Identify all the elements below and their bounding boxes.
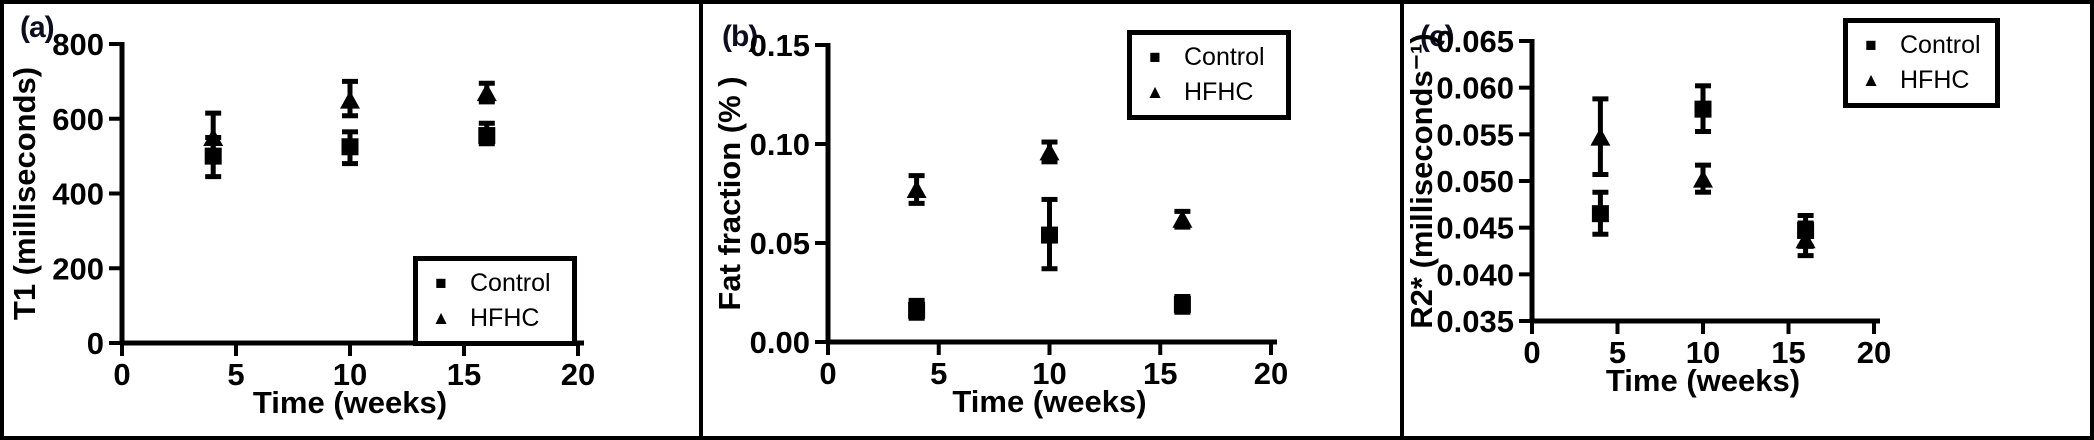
legend-label-hfhc: HFHC: [1184, 78, 1254, 106]
y-tick-label: 0.05: [750, 226, 810, 261]
marker-triangle: [1693, 169, 1713, 188]
marker-triangle: [476, 83, 497, 102]
legend-label-hfhc: HFHC: [1900, 66, 1970, 94]
y-tick-label: 600: [52, 102, 104, 137]
x-tick-label: 15: [447, 357, 481, 392]
tick-labels: 0.00 0.05 0.10 0.15 0 5 10 15 20: [750, 28, 1289, 391]
y-tick-label: 0: [87, 326, 104, 361]
y-tick-label: 0.10: [750, 127, 810, 162]
triangle-marker-icon: ▲: [1145, 82, 1165, 103]
panel-separator: [699, 4, 703, 436]
x-tick-label: 15: [1143, 356, 1177, 391]
y-tick-label: 200: [52, 251, 104, 286]
x-tick-label: 5: [930, 356, 947, 391]
y-axis-title: R2* (milliseconds⁻¹): [1404, 33, 1439, 328]
legend-label-control: Control: [470, 269, 551, 297]
series-control: [908, 196, 1191, 321]
legend-c: ■ Control ▲ HFHC: [1843, 18, 2000, 108]
x-tick-label: 0: [1523, 335, 1540, 370]
legend-label-hfhc: HFHC: [470, 304, 540, 332]
y-tick-label: 0.050: [1436, 164, 1514, 199]
y-tick-label: 0.15: [750, 28, 810, 63]
marker-triangle: [203, 127, 224, 146]
y-axis-title: Fat fraction (% ): [712, 76, 747, 310]
chart-c-scatter: 0.035 0.040 0.045 0.050 0.055 0.060 0.065 0 5 10 1…: [1404, 24, 1891, 398]
x-tick-label: 5: [1609, 335, 1626, 370]
x-axis-title: Time (weeks): [1606, 363, 1800, 398]
x-tick-label: 20: [561, 357, 595, 392]
legend-row-hfhc: ▲ HFHC: [430, 303, 558, 334]
marker-square: [341, 138, 359, 156]
marker-square: [1041, 226, 1058, 244]
marker-triangle: [1172, 209, 1193, 228]
series-hfhc: [906, 139, 1193, 230]
legend-row-hfhc: ▲ HFHC: [1144, 77, 1272, 108]
legend-row-control: ■ Control: [1144, 42, 1272, 73]
y-tick-label: 0.035: [1436, 304, 1514, 339]
legend-label-control: Control: [1184, 43, 1265, 71]
x-axis-title: Time (weeks): [253, 385, 447, 420]
marker-square: [1694, 100, 1712, 118]
x-tick-label: 0: [113, 357, 130, 392]
y-tick-label: 0.060: [1436, 71, 1514, 106]
series-hfhc: [1590, 96, 1816, 259]
ticks: [109, 42, 580, 356]
tick-labels: 0.035 0.040 0.045 0.050 0.055 0.060 0.065 0 5 10 1…: [1436, 24, 1891, 370]
marker-square: [478, 127, 496, 145]
ticks: [1519, 39, 1876, 334]
square-marker-icon: ■: [435, 273, 447, 294]
x-tick-label: 10: [1032, 356, 1066, 391]
ticks: [815, 43, 1273, 355]
tick-labels: 0 200 400 600 800 0 5 10 15 20: [52, 27, 595, 392]
chart-a-scatter: 0 200 400 600 800 0 5 10 15 20 Time (weeks) T1 (mil…: [7, 27, 595, 420]
triangle-marker-icon: ▲: [431, 308, 451, 329]
x-tick-label: 10: [333, 357, 367, 392]
marker-triangle: [1039, 142, 1060, 161]
legend-a: ■ Control ▲ HFHC: [413, 256, 577, 346]
chart-b-scatter: 0.00 0.05 0.10 0.15 0 5 10 15 20 Time (weeks) Fat …: [712, 28, 1289, 419]
series-hfhc: [203, 78, 497, 157]
panel-a: (a) 0 200 400 600 800 0 5 10 15 20 Time (weeks) T1 …: [4, 4, 699, 436]
panel-c: (c) 0.035 0.040 0.045 0.050 0.055 0.060 0.065 0…: [1404, 4, 2090, 436]
y-tick-label: 400: [52, 177, 104, 212]
x-tick-label: 20: [1857, 335, 1891, 370]
panel-a-label: (a): [20, 11, 55, 44]
marker-triangle: [1590, 127, 1611, 146]
y-tick-label: 800: [52, 27, 104, 62]
legend-label-control: Control: [1900, 31, 1981, 59]
marker-square: [908, 301, 926, 319]
marker-triangle: [340, 90, 360, 109]
series-control: [204, 120, 496, 180]
x-axis-title: Time (weeks): [952, 384, 1146, 419]
marker-square: [1173, 295, 1191, 313]
legend-row-hfhc: ▲ HFHC: [1860, 65, 1981, 96]
panel-b: (b) 0.00 0.05 0.10 0.15 0 5 10 15 20 Time (weeks)…: [703, 4, 1400, 436]
x-tick-label: 15: [1771, 335, 1805, 370]
marker-triangle: [1795, 230, 1816, 249]
triangle-marker-icon: ▲: [1861, 70, 1881, 91]
y-tick-label: 0.00: [750, 325, 810, 360]
x-tick-label: 5: [227, 357, 244, 392]
y-tick-label: 0.055: [1436, 117, 1514, 152]
panel-separator: [1400, 4, 1404, 436]
square-marker-icon: ■: [1149, 47, 1161, 68]
y-tick-label: 0.040: [1436, 257, 1514, 292]
panel-b-label: (b): [722, 20, 758, 53]
square-marker-icon: ■: [1865, 35, 1877, 56]
x-tick-label: 20: [1254, 356, 1288, 391]
legend-row-control: ■ Control: [430, 268, 558, 299]
legend-row-control: ■ Control: [1860, 30, 1981, 61]
marker-triangle: [906, 180, 927, 199]
panel-c-label: (c): [1420, 20, 1455, 53]
marker-square: [1591, 205, 1609, 223]
y-axis-title: T1 (milliseconds): [7, 67, 42, 320]
legend-b: ■ Control ▲ HFHC: [1127, 30, 1291, 120]
x-tick-label: 10: [1686, 335, 1720, 370]
x-tick-label: 0: [819, 356, 836, 391]
y-tick-label: 0.065: [1436, 24, 1514, 59]
y-tick-label: 0.045: [1436, 211, 1514, 246]
